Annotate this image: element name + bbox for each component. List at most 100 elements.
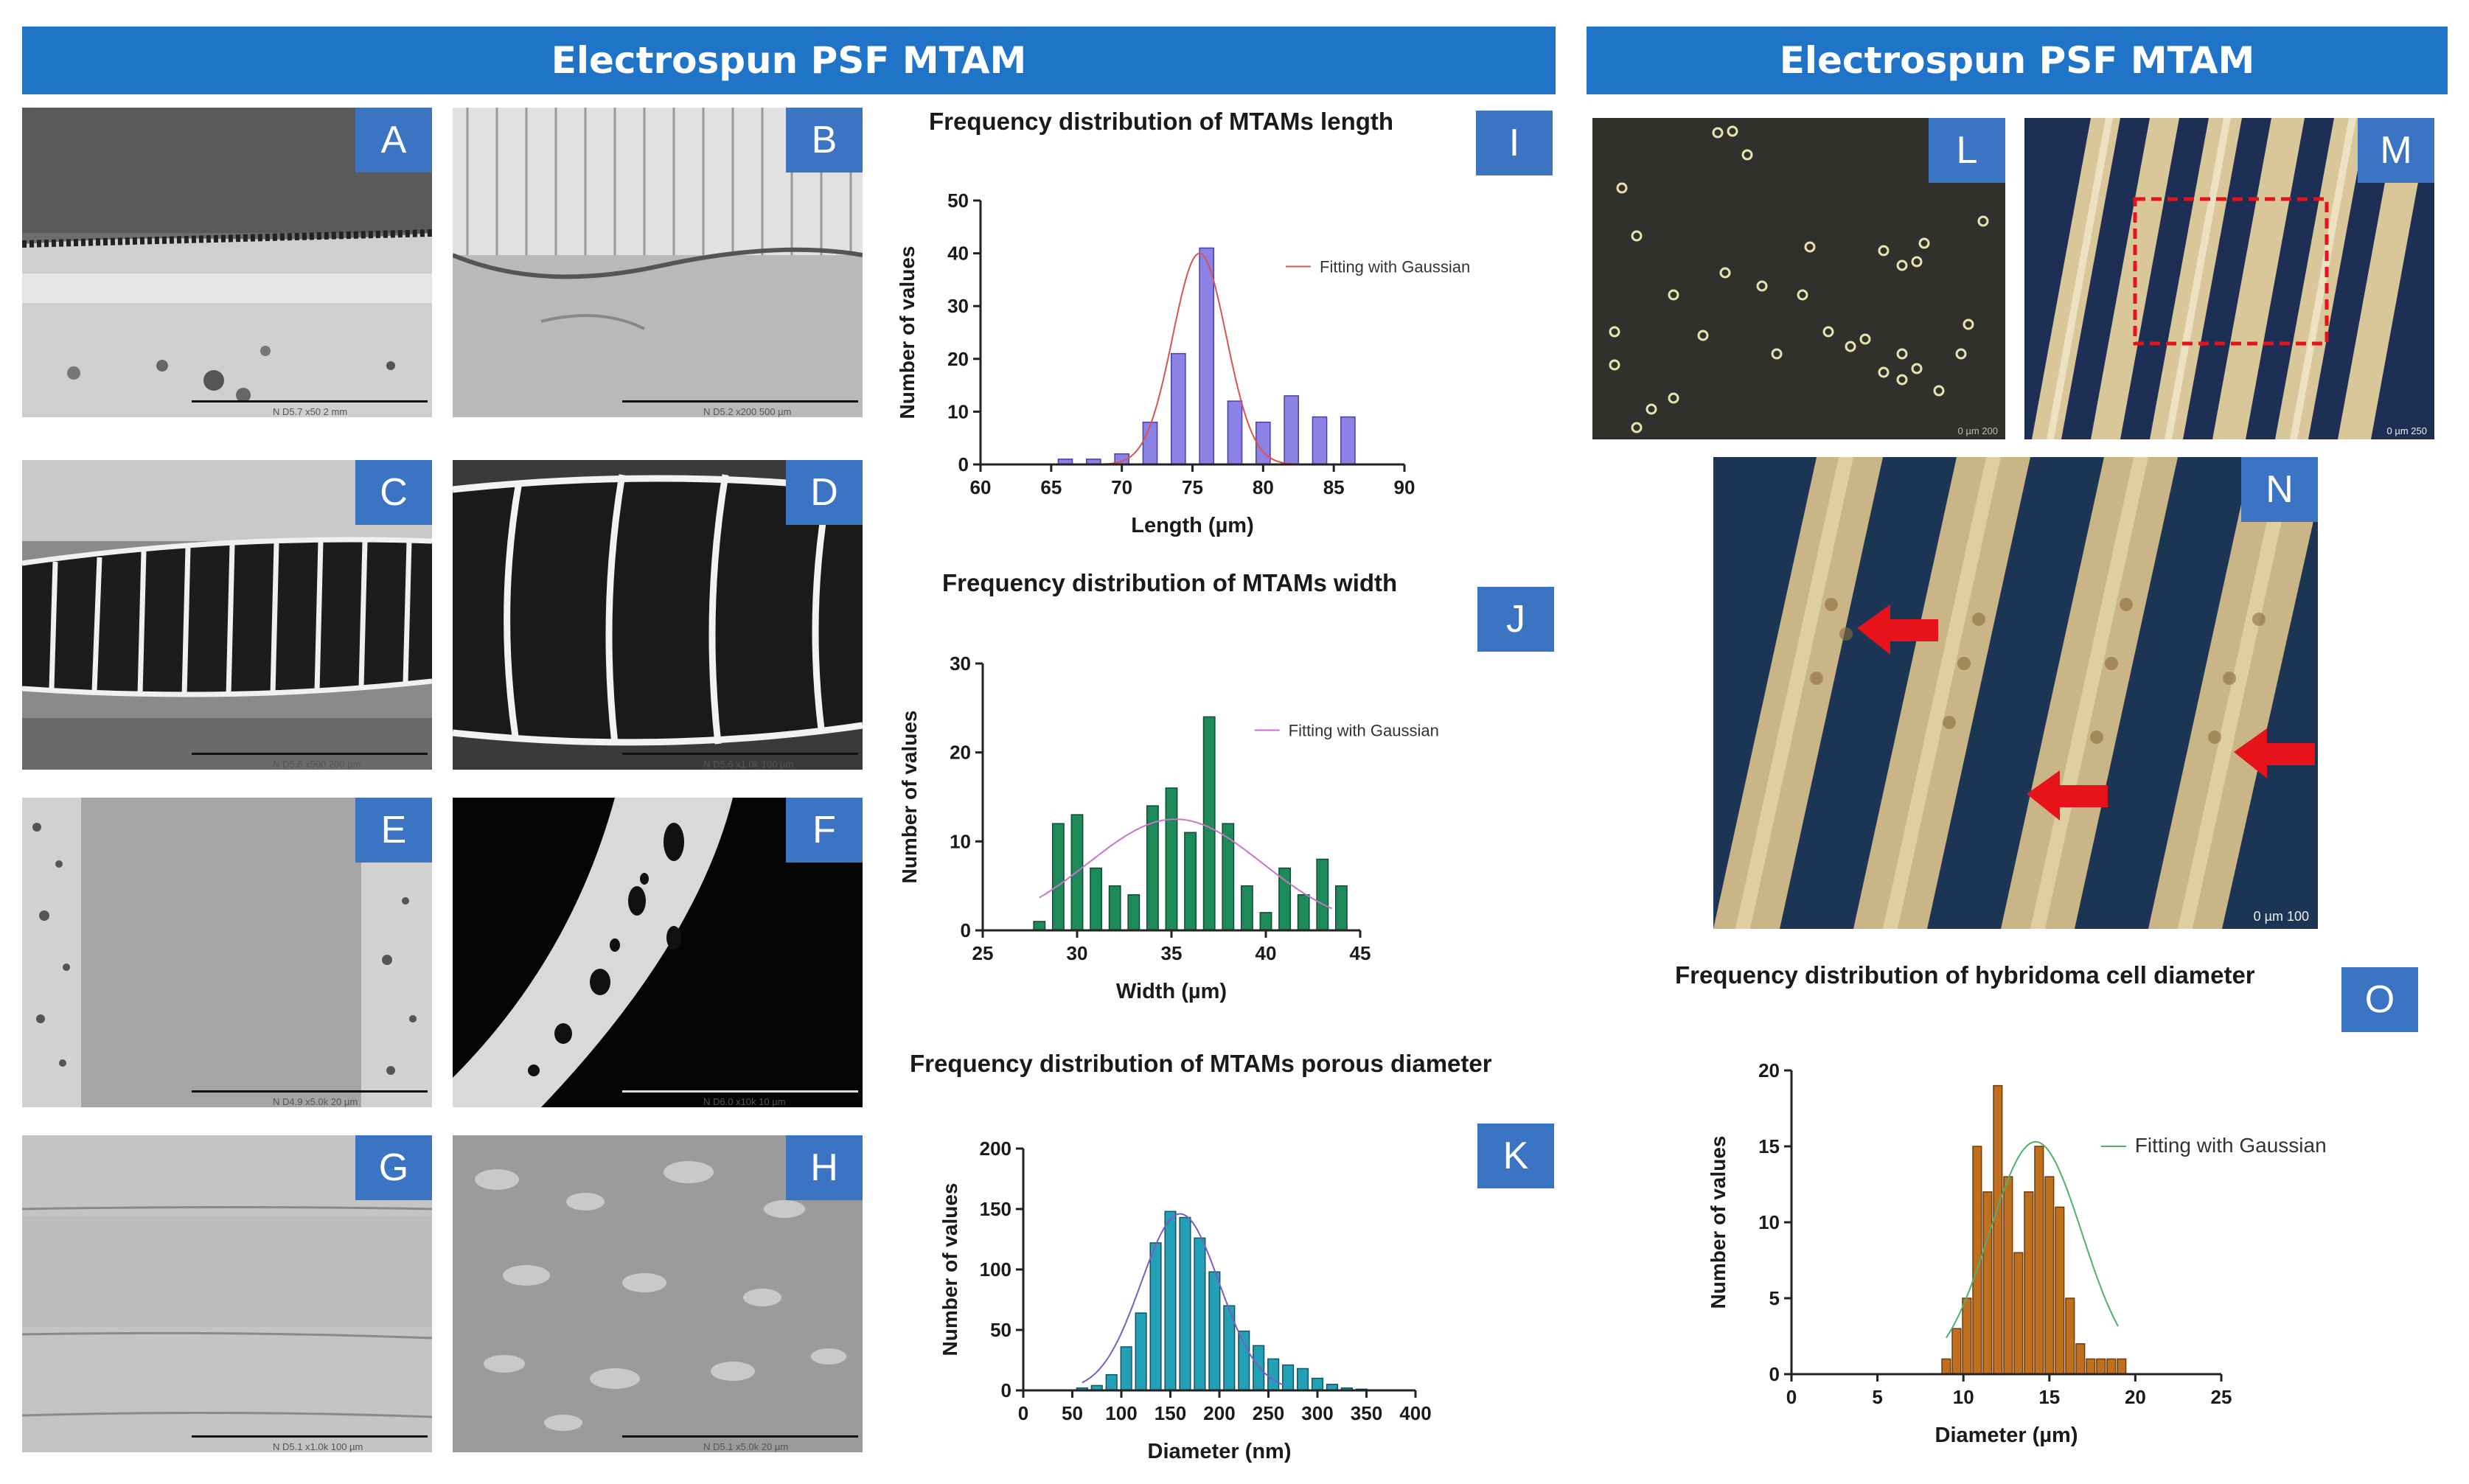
bar <box>1070 814 1084 931</box>
sem-panel-a: A N D5.7 x50 2 mm <box>22 108 432 417</box>
x-tick-label: 65 <box>1040 476 1062 498</box>
sem-caption-g: N D5.1 x1.0k 100 µm <box>273 1441 363 1452</box>
bar <box>1227 400 1243 465</box>
panel-label-i: I <box>1476 111 1553 175</box>
gaussian-fit-line <box>1039 818 1333 910</box>
x-tick-label: 60 <box>970 476 992 498</box>
micro-scale-l: 0 µm 200 <box>1957 425 1998 436</box>
scale-bar <box>192 1435 428 1438</box>
sem-panel-h: H N D5.1 x5.0k 20 µm <box>453 1135 863 1452</box>
panel-label-c: C <box>355 460 432 525</box>
sem-panel-g: G N D5.1 x1.0k 100 µm <box>22 1135 432 1452</box>
bar <box>1334 885 1348 931</box>
bar <box>1142 421 1158 465</box>
bar <box>1941 1358 1951 1375</box>
sem-caption-e: N D4.9 x5.0k 20 µm <box>273 1096 358 1107</box>
y-tick-label: 150 <box>980 1198 1011 1220</box>
y-tick-label: 10 <box>947 400 969 422</box>
y-tick-label: 20 <box>1758 1059 1780 1081</box>
bar <box>1194 1237 1206 1391</box>
panel-label-j: J <box>1477 587 1554 652</box>
bar <box>1982 1191 1993 1375</box>
x-axis-label: Diameter (nm) <box>1148 1440 1292 1463</box>
panel-label-h: H <box>786 1135 863 1200</box>
scale-bar <box>622 753 858 755</box>
sem-caption-f: N D6.0 x10k 10 µm <box>703 1096 786 1107</box>
bar <box>1033 921 1046 931</box>
mtam-channels-image <box>2024 118 2434 439</box>
panel-label-o: O <box>2341 967 2418 1032</box>
bar <box>1256 421 1271 465</box>
bar <box>1199 247 1215 465</box>
sem-panel-e: E N D4.9 x5.0k 20 µm <box>22 798 432 1107</box>
y-tick-label: 50 <box>947 189 969 212</box>
micrograph-l: L 0 µm 200 <box>1592 118 2005 439</box>
bar <box>2044 1176 2055 1375</box>
gaussian-fit-line <box>1946 1140 2119 1339</box>
micro-scale-m: 0 µm 250 <box>2386 425 2427 436</box>
y-axis-label: Number of values <box>939 1183 961 1356</box>
bar <box>1223 1305 1236 1391</box>
bar <box>1278 867 1292 931</box>
bar <box>1164 1210 1177 1391</box>
bar <box>1149 1242 1162 1391</box>
bar <box>1057 459 1073 465</box>
x-tick-label: 15 <box>2038 1386 2060 1408</box>
bar <box>1105 1373 1118 1391</box>
bar <box>1296 1368 1309 1391</box>
bar <box>1086 459 1101 465</box>
bar <box>1208 1271 1221 1391</box>
panel-label-b: B <box>786 108 863 173</box>
bar <box>1108 885 1121 931</box>
gaussian-fit-line <box>1082 1213 1284 1386</box>
banner-left: Electrospun PSF MTAM <box>22 27 1556 94</box>
bar <box>2034 1146 2044 1375</box>
y-tick-label: 30 <box>947 295 969 317</box>
panel-label-g: G <box>355 1135 432 1200</box>
chart-title-length: Frequency distribution of MTAMs length <box>929 108 1394 135</box>
mtam-zoom-image <box>1713 457 2318 929</box>
x-tick-label: 70 <box>1111 476 1132 498</box>
bar <box>1090 1384 1103 1391</box>
sem-caption-h: N D5.1 x5.0k 20 µm <box>703 1441 789 1452</box>
bar <box>1972 1146 1982 1375</box>
panel-label-m: M <box>2358 118 2434 183</box>
scale-bar <box>192 400 428 403</box>
x-tick-label: 85 <box>1323 476 1345 498</box>
x-tick-label: 30 <box>1067 942 1088 964</box>
bar <box>2065 1297 2075 1375</box>
y-axis-label: Number of values <box>1707 1136 1730 1309</box>
bar <box>1993 1084 2003 1375</box>
zoom-region-box <box>2133 197 2329 346</box>
bar <box>1951 1328 1962 1375</box>
bar <box>1355 1388 1368 1391</box>
x-tick-label: 45 <box>1350 942 1371 964</box>
x-tick-label: 5 <box>1872 1386 1882 1408</box>
panel-label-d: D <box>786 460 863 525</box>
bar <box>1962 1297 1972 1375</box>
y-tick-label: 20 <box>950 742 971 764</box>
bar <box>1114 453 1130 465</box>
y-tick-label: 10 <box>1758 1211 1780 1233</box>
panel-label-l: L <box>1929 118 2005 183</box>
x-tick-label: 250 <box>1253 1402 1284 1424</box>
y-tick-label: 100 <box>980 1258 1011 1281</box>
x-tick-label: 200 <box>1203 1402 1235 1424</box>
y-tick-label: 0 <box>958 453 969 475</box>
x-tick-label: 150 <box>1155 1402 1186 1424</box>
x-tick-label: 400 <box>1399 1402 1431 1424</box>
bar <box>1120 1346 1132 1391</box>
x-tick-label: 300 <box>1301 1402 1333 1424</box>
sem-panel-d: D N D5.6 x1.0k 100 µm <box>453 460 863 770</box>
micrograph-m: M 0 µm 250 <box>2024 118 2434 439</box>
bar <box>2075 1343 2086 1375</box>
bar <box>1340 1387 1353 1391</box>
banner-right: Electrospun PSF MTAM <box>1587 27 2448 94</box>
bar <box>1284 395 1300 465</box>
sem-caption-c: N D5.6 x500 200 µm <box>273 759 361 770</box>
bar <box>1297 893 1310 931</box>
x-tick-label: 10 <box>1953 1386 1974 1408</box>
x-tick-label: 350 <box>1351 1402 1382 1424</box>
bar <box>1316 858 1329 931</box>
sem-image-d <box>453 460 863 770</box>
